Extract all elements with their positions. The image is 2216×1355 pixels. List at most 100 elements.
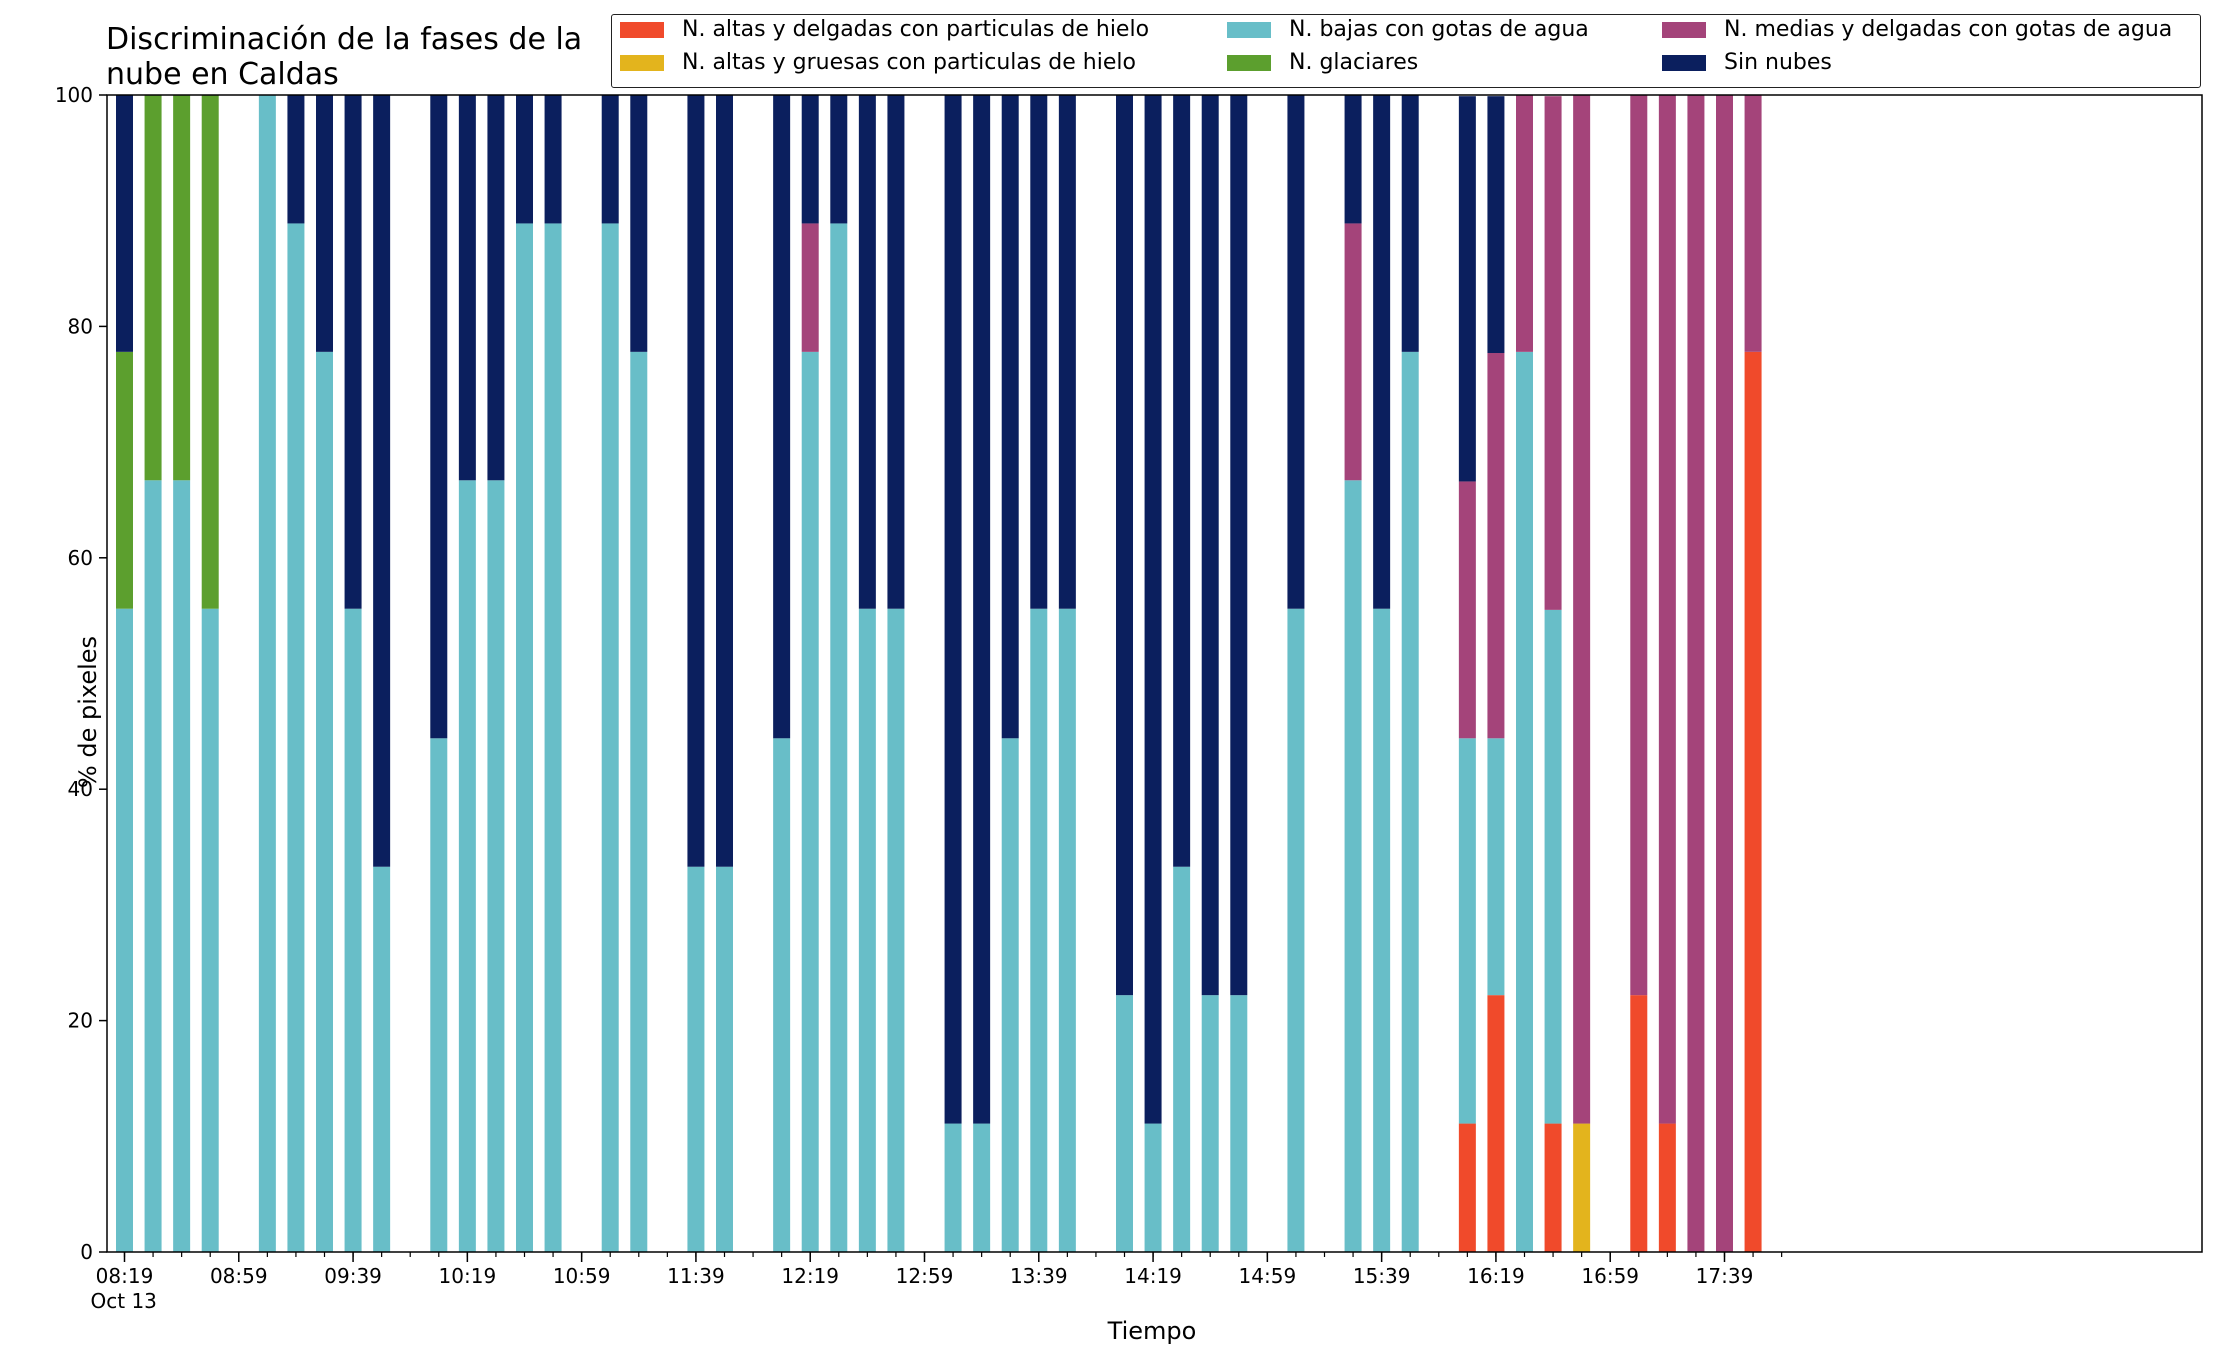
bar-segment [430, 95, 448, 739]
bar-segment [1573, 95, 1591, 1124]
bar-segment [1687, 95, 1705, 1252]
bar-segment [1516, 351, 1533, 1253]
bar-segment [1716, 95, 1733, 1252]
bar-segment [144, 480, 162, 1252]
bar-segment [801, 95, 819, 224]
legend-swatch [1662, 21, 1706, 38]
bar-segment [1201, 995, 1219, 1252]
bar-segment [1201, 95, 1219, 996]
y-tick-label: 40 [68, 777, 93, 801]
x-tick-label: 12:59 [896, 1264, 954, 1288]
bar-segment [601, 223, 619, 1253]
bar-segment [316, 351, 333, 1253]
bar-segment [1544, 1123, 1562, 1252]
bar-segment [1487, 738, 1505, 996]
legend-swatch [1662, 54, 1706, 71]
x-tick-label: 09:39 [324, 1264, 382, 1288]
plot-frame [106, 94, 2203, 1253]
bar-segment [1658, 95, 1676, 1124]
bar-segment [1630, 995, 1648, 1252]
bar-segment [1287, 95, 1305, 609]
bar-segment [1230, 95, 1248, 996]
x-tick-label: 10:59 [553, 1264, 611, 1288]
bar-segment [887, 95, 905, 609]
x-tick-label: 14:19 [1124, 1264, 1182, 1288]
bar-segment [801, 223, 819, 352]
legend-label: N. medias y delgadas con gotas de agua [1724, 17, 2173, 42]
legend-label: N. altas y gruesas con particulas de hie… [682, 50, 1136, 75]
bar-segment [1001, 738, 1019, 1252]
bar-segment [1458, 1123, 1476, 1252]
bar-segment [258, 95, 276, 1252]
legend-item: N. bajas con gotas de agua [1227, 17, 1589, 42]
bar-segment [1344, 223, 1362, 481]
bar-segment [1373, 608, 1391, 1252]
bar-segment [858, 95, 876, 609]
legend-item: N. altas y delgadas con particulas de hi… [620, 17, 1149, 42]
chart-legend: N. altas y delgadas con particulas de hi… [611, 14, 2201, 88]
bar-segment [858, 608, 876, 1252]
bar-segment [316, 95, 333, 352]
bar-segment [1373, 95, 1391, 609]
bar-segment [773, 738, 791, 1252]
bar-segment [287, 223, 305, 1253]
bar-segment [344, 95, 362, 609]
bar-segment [1401, 95, 1419, 352]
bar-segment [773, 95, 791, 739]
x-tick-label: 15:39 [1353, 1264, 1411, 1288]
chart-title: Discriminación de la fases de la nube en… [106, 22, 583, 92]
bar-segment [687, 95, 705, 867]
bar-segment [1516, 95, 1533, 352]
x-tick-label: 12:19 [781, 1264, 839, 1288]
bar-segment [1630, 95, 1648, 996]
bar-segment [1344, 95, 1362, 224]
bar-segment [1544, 609, 1562, 1124]
bar-segment [687, 866, 705, 1252]
legend-item: N. glaciares [1227, 50, 1418, 75]
bar-segment [630, 95, 648, 352]
legend-swatch [1227, 54, 1271, 71]
bar-segment [944, 1123, 962, 1252]
y-tick-label: 60 [68, 546, 93, 570]
bar-segment [716, 95, 733, 867]
x-tick-label: 10:19 [439, 1264, 497, 1288]
bar-segment [1058, 608, 1076, 1252]
bar-segment [944, 95, 962, 1124]
bar-segment [1401, 351, 1419, 1253]
bar-segment [716, 866, 733, 1252]
bar-segment [1030, 608, 1048, 1252]
legend-item: Sin nubes [1662, 50, 1832, 75]
bar-segment [116, 608, 133, 1252]
bar-segment [973, 1123, 991, 1252]
bar-segment [1658, 1123, 1676, 1252]
bar-segment [430, 738, 448, 1252]
bar-segment [287, 95, 305, 224]
bar-segment [544, 95, 562, 224]
bar-segment [1116, 995, 1133, 1252]
y-tick-label: 20 [68, 1009, 93, 1033]
bar-segment [1744, 351, 1762, 1253]
bar-segment [1030, 95, 1048, 609]
bar-segment [544, 223, 562, 1253]
bar-segment [516, 95, 533, 224]
bar-segment [1544, 96, 1562, 610]
bar-segment [1344, 480, 1362, 1252]
y-tick-label: 100 [55, 83, 93, 107]
bar-segment [801, 351, 819, 1253]
x-tick-label: 08:19 [96, 1264, 154, 1288]
bar-segment [458, 480, 476, 1252]
bar-segment [173, 480, 191, 1252]
bar-segment [1144, 95, 1162, 1124]
bar-segment [830, 95, 848, 224]
bar-segment [173, 95, 191, 481]
bar-segment [201, 95, 219, 609]
bar-segment [1487, 96, 1505, 354]
x-axis-label: Tiempo [1107, 1317, 1197, 1345]
bar-segment [1487, 353, 1505, 739]
bar-segment [1287, 608, 1305, 1252]
bar-segment [1116, 95, 1133, 996]
x-tick-label: 16:59 [1581, 1264, 1639, 1288]
bar-segment [1458, 738, 1476, 1124]
bar-segment [116, 351, 133, 609]
y-tick-label: 80 [68, 314, 93, 338]
